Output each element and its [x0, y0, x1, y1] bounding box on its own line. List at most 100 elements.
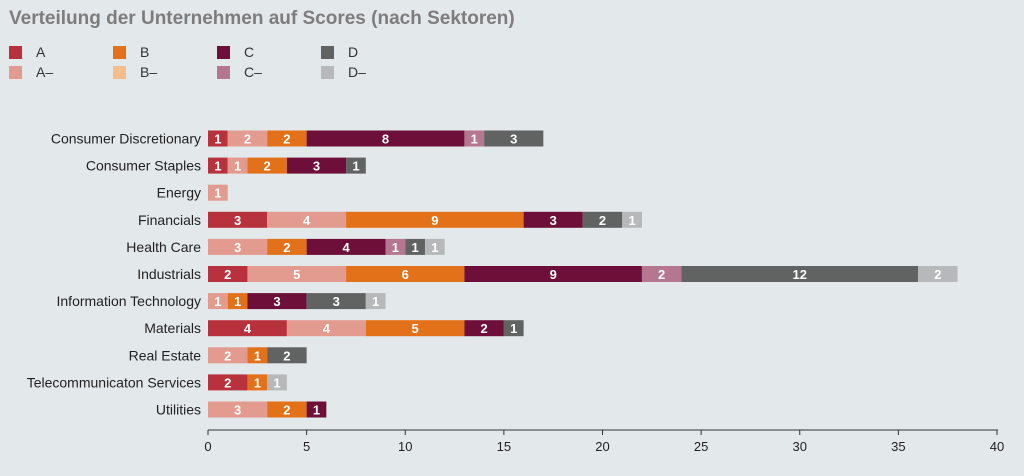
legend-label: D: [348, 44, 359, 60]
data-label: 2: [599, 213, 606, 228]
bar-segment: [247, 266, 347, 282]
category-label: Telecommunicaton Services: [27, 374, 201, 390]
bar-segment: [464, 130, 485, 147]
data-label: 3: [234, 213, 241, 228]
data-label: 1: [471, 132, 478, 147]
data-label: 1: [254, 348, 261, 363]
category-label: Industrials: [137, 266, 201, 282]
data-label: 5: [293, 267, 300, 282]
bar-segment: [227, 293, 248, 310]
data-label: 1: [510, 321, 517, 336]
data-label: 1: [372, 294, 379, 309]
data-label: 3: [313, 159, 320, 174]
data-label: 1: [628, 213, 635, 228]
data-label: 2: [224, 348, 231, 363]
category-label: Materials: [144, 320, 201, 336]
data-label: 3: [550, 213, 557, 228]
bar-segment: [286, 320, 366, 337]
bar-segment: [346, 211, 524, 228]
data-label: 2: [264, 159, 271, 174]
bar-segment: [267, 347, 307, 364]
x-tick-label: 35: [891, 439, 905, 454]
legend-label: C: [244, 44, 255, 60]
data-label: 1: [392, 240, 399, 255]
legend-label: C–: [244, 64, 262, 80]
bar-segment: [464, 266, 642, 282]
bar-segment: [247, 293, 307, 310]
bar-segment: [208, 184, 228, 201]
legend-swatch: [113, 66, 126, 79]
legend-label: A–: [36, 64, 54, 80]
data-label: 8: [382, 132, 389, 147]
bar-segment: [208, 211, 268, 228]
data-label: 5: [411, 321, 418, 336]
bar-segment: [247, 374, 268, 391]
bar-segment: [208, 374, 248, 391]
x-tick-label: 20: [595, 439, 609, 454]
x-tick-label: 40: [990, 439, 1004, 454]
data-label: 1: [411, 240, 418, 255]
bar-segment: [346, 266, 465, 282]
data-label: 1: [214, 132, 221, 147]
data-label: 3: [273, 294, 280, 309]
category-label: Consumer Staples: [86, 158, 201, 174]
legend-swatch: [9, 66, 22, 79]
bar-segment: [365, 293, 386, 310]
data-label: 2: [283, 403, 290, 418]
category-label: Consumer Discretionary: [51, 131, 201, 147]
bar-segment: [306, 401, 327, 418]
bar-segment: [464, 320, 504, 337]
data-label: 1: [352, 159, 359, 174]
data-label: 1: [234, 159, 241, 174]
data-label: 1: [234, 294, 241, 309]
bar-segment: [306, 293, 366, 310]
bar-segment: [306, 238, 386, 255]
data-label: 1: [214, 159, 221, 174]
legend-label: A: [36, 44, 46, 60]
data-label: 3: [333, 294, 340, 309]
data-label: 2: [224, 375, 231, 390]
data-label: 2: [283, 348, 290, 363]
bar-segment: [681, 266, 919, 282]
bar-segment: [523, 211, 583, 228]
x-tick-label: 25: [694, 439, 708, 454]
bar-segment: [267, 238, 307, 255]
data-label: 1: [254, 375, 261, 390]
legend-label: B–: [140, 64, 158, 80]
x-tick-label: 15: [497, 439, 511, 454]
data-label: 9: [550, 267, 557, 282]
category-label: Real Estate: [129, 347, 202, 363]
data-label: 2: [283, 240, 290, 255]
bar-segment: [208, 266, 248, 282]
bar-segment: [641, 266, 682, 282]
bar-segment: [365, 320, 465, 337]
data-label: 2: [224, 267, 231, 282]
x-tick-label: 10: [398, 439, 412, 454]
category-label: Energy: [157, 185, 201, 201]
x-tick-label: 30: [793, 439, 807, 454]
bar-segment: [208, 157, 228, 174]
data-label: 9: [431, 213, 438, 228]
bar-segment: [405, 238, 425, 255]
category-label: Information Technology: [57, 293, 202, 309]
data-label: 1: [313, 403, 320, 418]
data-label: 2: [658, 267, 665, 282]
legend-swatch: [9, 46, 22, 59]
legend-swatch: [217, 46, 230, 59]
data-label: 4: [323, 321, 331, 336]
bar-segment: [267, 211, 347, 228]
x-tick-label: 0: [204, 439, 211, 454]
bar-segment: [484, 130, 544, 147]
bar-segment: [424, 238, 445, 255]
bar-segment: [306, 130, 465, 147]
legend-label: D–: [348, 64, 366, 80]
bar-segment: [346, 157, 366, 174]
data-label: 1: [273, 375, 280, 390]
data-label: 1: [431, 240, 438, 255]
bar-segment: [208, 293, 228, 310]
data-label: 4: [303, 213, 311, 228]
data-label: 2: [244, 132, 251, 147]
bar-segment: [227, 130, 268, 147]
chart-title: Verteilung der Unternehmen auf Scores (n…: [9, 8, 515, 29]
